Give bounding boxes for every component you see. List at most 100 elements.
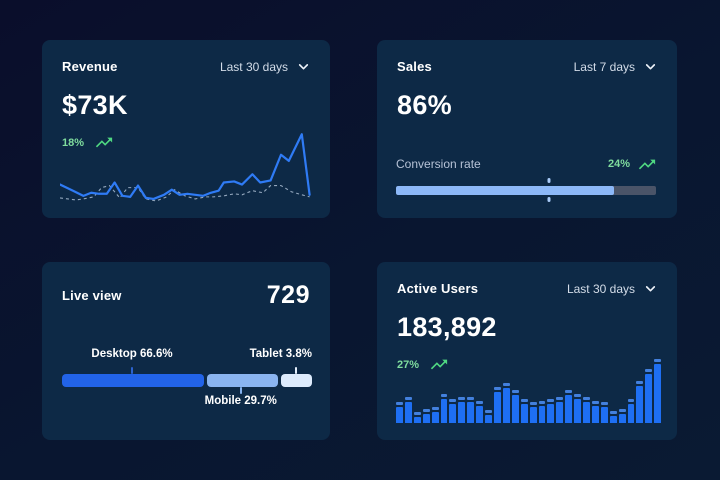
range-label: Last 30 days	[219, 59, 288, 74]
bar	[485, 409, 492, 423]
bar	[476, 400, 484, 423]
bar-body	[529, 406, 537, 423]
bar-body	[591, 405, 599, 423]
progress-marker-top	[547, 178, 551, 183]
users-delta-badge: 27%	[397, 358, 657, 371]
bar	[404, 397, 412, 423]
bar-body	[583, 402, 590, 423]
bar-cap	[556, 396, 564, 400]
bar-cap	[476, 400, 484, 404]
bar	[600, 401, 608, 423]
bar-cap	[520, 399, 528, 403]
range-label: Last 7 days	[573, 59, 635, 74]
live-view-card: Live view 729 Desktop 66.6% Tablet 3.8% …	[42, 262, 330, 440]
live-view-value: 729	[266, 281, 310, 309]
bar	[458, 396, 466, 423]
bar-body	[600, 406, 608, 423]
bar-body	[485, 414, 492, 423]
revenue-delta-badge: 18%	[62, 136, 310, 149]
trending-up-icon	[95, 137, 113, 148]
bar-body	[431, 412, 439, 423]
bar	[520, 399, 528, 423]
bar-body	[476, 405, 484, 423]
bar-body	[520, 404, 528, 423]
bar	[591, 400, 599, 423]
bar	[502, 382, 510, 423]
bar-cap	[591, 400, 599, 404]
users-card-header: Active Users Last 30 days	[397, 281, 657, 296]
live-card-header: Live view 729	[62, 281, 310, 310]
desktop-callout-tick	[131, 367, 133, 374]
bar-cap	[485, 409, 492, 413]
bar-cap	[583, 397, 590, 401]
tablet-label: Tablet 3.8%	[249, 348, 312, 360]
bar	[556, 396, 564, 423]
bar-body	[538, 405, 546, 423]
segment-mobile	[206, 374, 278, 387]
device-split-bar	[62, 374, 312, 387]
bar-body	[556, 401, 564, 423]
sales-range-selector[interactable]: Last 7 days	[574, 60, 657, 74]
trending-up-icon	[430, 359, 448, 370]
bar	[413, 412, 421, 423]
bar-body	[645, 374, 653, 423]
delta-value: 18%	[62, 136, 85, 149]
bar	[583, 397, 590, 423]
line-previous	[60, 186, 310, 201]
bar-body	[574, 398, 582, 423]
revenue-line-chart	[60, 126, 320, 202]
bar	[467, 396, 475, 423]
card-title: Revenue	[62, 59, 118, 74]
mobile-label: Mobile 29.7%	[204, 395, 277, 407]
chevron-down-icon	[645, 286, 656, 292]
sales-card-header: Sales Last 7 days	[397, 59, 657, 74]
mobile-callout-tick	[239, 387, 242, 394]
bar	[493, 386, 501, 423]
revenue-card-header: Revenue Last 30 days	[62, 59, 310, 74]
bar-body	[422, 413, 430, 423]
bar-cap	[636, 381, 644, 385]
bar-body	[565, 395, 573, 423]
bar-cap	[547, 399, 555, 403]
bar-body	[511, 395, 519, 423]
delta-value: 27%	[397, 358, 420, 371]
chevron-down-icon	[645, 64, 656, 70]
bar	[422, 408, 430, 423]
bar-cap	[440, 393, 448, 397]
bar-cap	[404, 397, 412, 401]
bar-cap	[493, 386, 501, 390]
bar-cap	[654, 359, 662, 362]
users-range-selector[interactable]: Last 30 days	[567, 282, 657, 296]
bar-cap	[449, 398, 457, 402]
chevron-down-icon	[298, 64, 309, 70]
revenue-range-selector[interactable]: Last 30 days	[220, 60, 310, 74]
bar-cap	[396, 401, 403, 405]
bar-cap	[609, 410, 617, 414]
bar-body	[609, 415, 617, 423]
progress-marker-bottom	[547, 197, 551, 202]
range-label: Last 30 days	[566, 281, 635, 296]
revenue-card: Revenue Last 30 days $73K 18%	[42, 40, 330, 218]
progress-fill	[396, 186, 615, 195]
bar	[547, 399, 555, 423]
line-current	[60, 134, 310, 199]
tablet-callout-tick	[294, 367, 297, 374]
bar	[627, 399, 635, 423]
bar	[538, 400, 546, 423]
bar-cap	[413, 412, 421, 416]
bar	[574, 393, 582, 423]
active-users-card: Active Users Last 30 days 183,892 27%	[377, 262, 677, 440]
bar	[511, 390, 519, 423]
bar-cap	[574, 393, 582, 397]
bar	[565, 390, 573, 423]
bar-cap	[502, 382, 510, 386]
bar-cap	[529, 401, 537, 405]
card-title: Sales	[397, 59, 432, 74]
bar-body	[458, 401, 466, 423]
sales-value: 86%	[397, 90, 452, 120]
bar	[396, 401, 403, 423]
bar	[431, 407, 439, 423]
desktop-label: Desktop 66.6%	[91, 348, 173, 360]
bar-body	[404, 402, 412, 423]
bar-cap	[627, 399, 635, 403]
